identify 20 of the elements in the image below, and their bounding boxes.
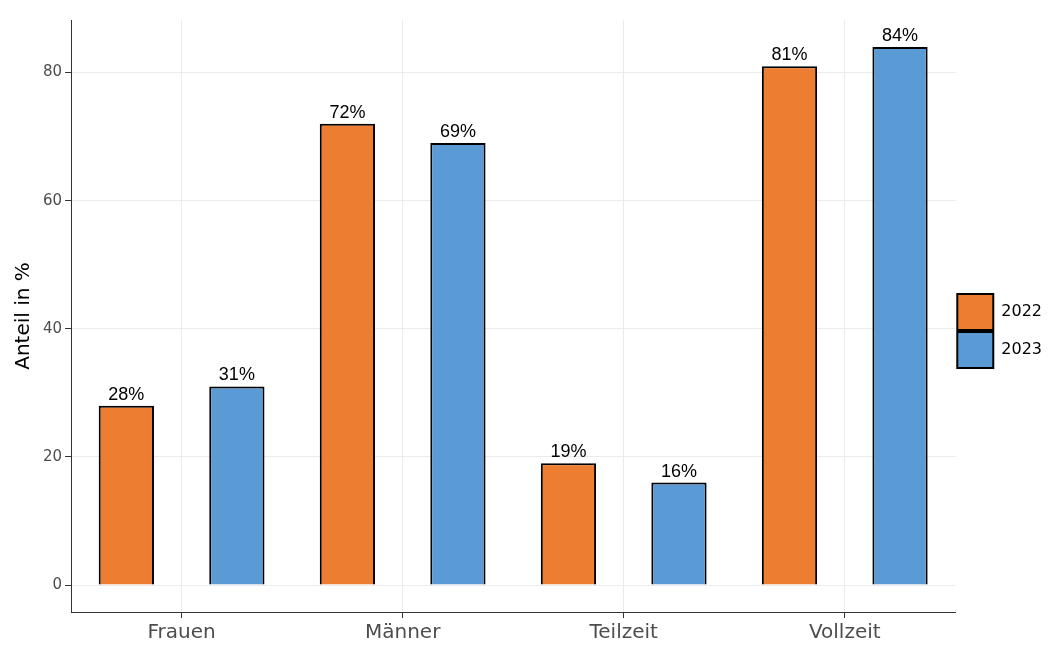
data-label: 16% xyxy=(660,460,697,481)
data-label: 69% xyxy=(439,120,476,141)
x-tick-label: Teilzeit xyxy=(588,619,659,644)
x-tick-label: Vollzeit xyxy=(808,619,881,644)
data-label: 84% xyxy=(882,24,919,45)
legend-label: 2022 xyxy=(1001,301,1042,321)
data-label: 72% xyxy=(329,101,366,122)
legend-label: 2023 xyxy=(1001,339,1042,359)
y-tick-label: 0 xyxy=(52,574,63,593)
y-axis-title: Anteil in % xyxy=(10,262,35,370)
x-tick-label: Frauen xyxy=(147,619,216,644)
y-tick-label: 60 xyxy=(42,190,63,209)
x-tick-label: Männer xyxy=(364,619,442,644)
y-tick-label: 80 xyxy=(42,62,63,81)
y-tick-label: 40 xyxy=(42,318,63,337)
data-label: 19% xyxy=(550,441,587,462)
y-tick-label: 20 xyxy=(42,446,63,465)
data-label: 81% xyxy=(771,44,808,65)
data-label: 28% xyxy=(108,383,145,404)
data-label: 31% xyxy=(218,364,255,385)
